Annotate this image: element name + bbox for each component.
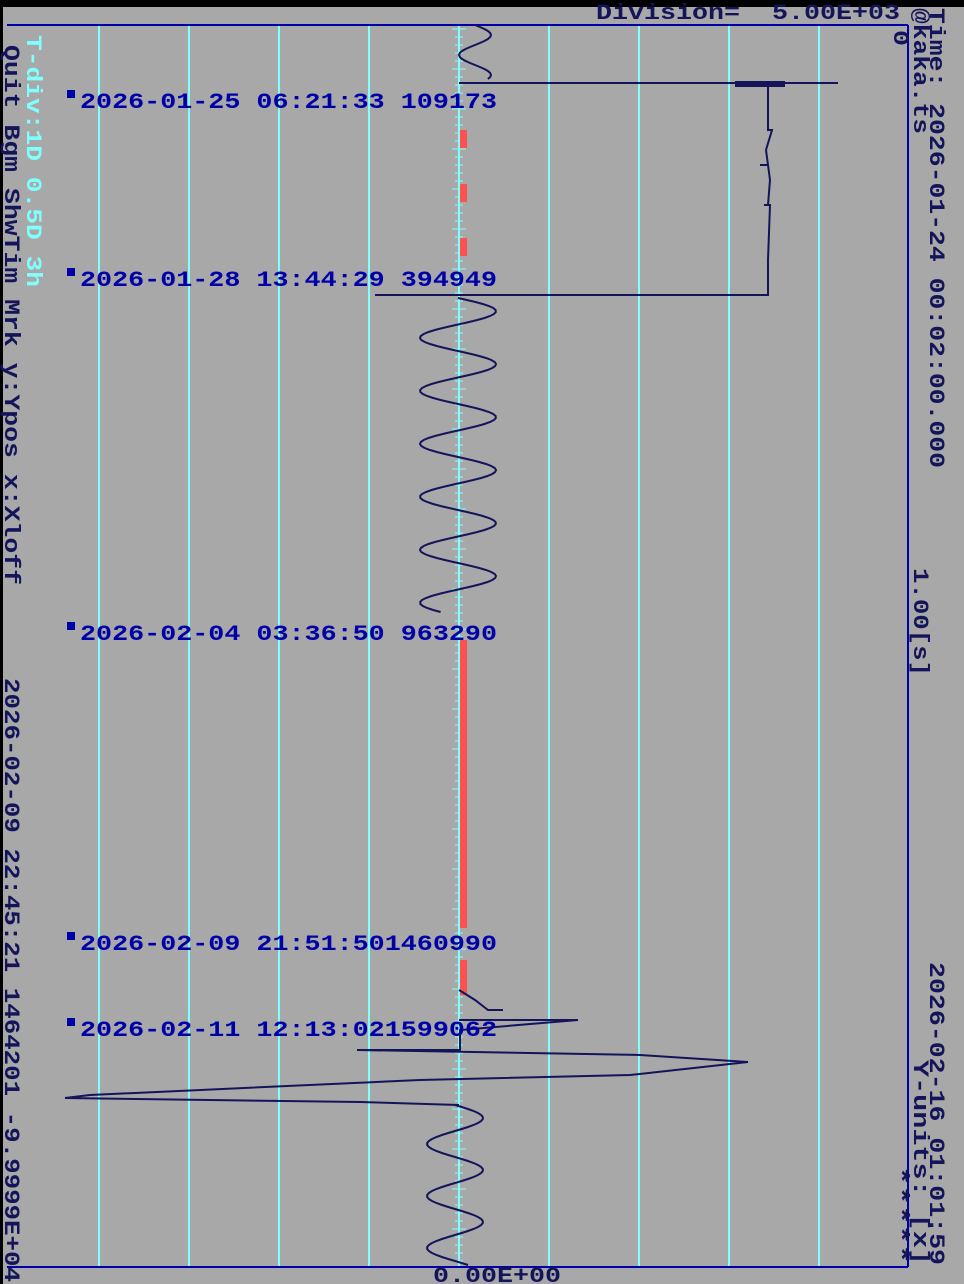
missing-data [460,130,467,148]
start-time: Time: 2026-01-24 00:02:00.000 [923,8,948,468]
marker-label: 2026-02-04 03:36:50 963290 [80,622,497,647]
trace-segment [426,1104,484,1266]
cursor-readout: 2026-02-09 22:45:21 1464201 -9.9999E+04 [0,678,23,1282]
marker-label: 2026-02-09 21:51:501460990 [80,932,497,957]
origin-label: 0 [887,30,912,46]
trace-segment [375,87,774,296]
marker-square [67,932,75,940]
y-units: Y-units: [x] [907,1060,932,1265]
marker-square [67,268,75,276]
marker-label: 2026-01-28 13:44:29 394949 [80,268,497,293]
trace-segment [418,297,498,613]
marker-square [67,1018,75,1026]
trace-segment [457,24,493,80]
trace-segment [64,1019,749,1106]
trace-segment [735,81,785,87]
menu[interactable]: Quit Bgm ShwTim Mrk y:Ypos x:Xloff [0,45,23,585]
marker-square [67,622,75,630]
division-label: Division= 5.00E+03 [596,1,900,26]
background [3,7,964,1284]
trace-segment [458,989,503,1011]
markers: 2026-01-25 06:21:33 109173 2026-01-28 13:… [67,90,497,1043]
waveform [64,24,838,1266]
marker-label: 2026-02-11 12:13:021599062 [80,1018,497,1043]
missing-data [460,184,467,202]
y-origin: 0.00E+00 [433,1264,561,1284]
time-scale: 1.00[s] [907,568,932,676]
file-name: @kaka.ts [907,8,932,134]
time-division: T-div:1D 0.5D 3h [20,35,45,287]
marker-label: 2026-01-25 06:21:33 109173 [80,90,497,115]
missing-data [460,640,467,928]
missing-data [460,238,467,256]
status: ***** [887,1166,912,1264]
end-time: 2026-02-16 01:01:59 [923,962,948,1265]
marker-square [67,90,75,98]
missing-data [460,960,467,995]
